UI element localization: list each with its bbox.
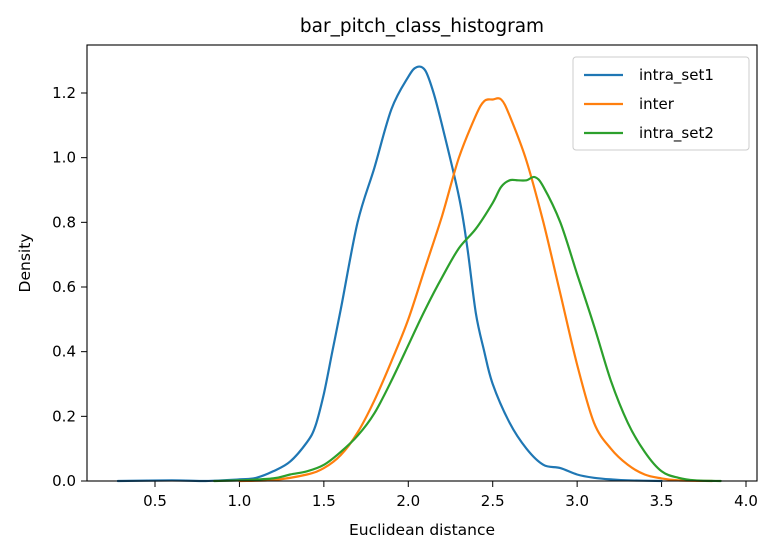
y-tick-label: 1.2 xyxy=(52,84,76,102)
x-tick-label: 2.0 xyxy=(396,492,420,510)
x-tick-label: 3.5 xyxy=(650,492,674,510)
legend-box xyxy=(572,56,750,151)
x-tick-label: 1.0 xyxy=(227,492,251,510)
plot-frame xyxy=(86,44,758,482)
chart-title: bar_pitch_class_histogram xyxy=(300,16,544,37)
y-tick-label: 1.0 xyxy=(52,149,76,167)
x-tick-label: 0.5 xyxy=(143,492,167,510)
y-tick-label: 0.0 xyxy=(52,472,76,490)
series-layer xyxy=(116,65,722,483)
y-axis-ticks: 0.0 0.2 0.4 0.6 0.8 1.0 1.2 xyxy=(52,84,87,490)
x-tick-label: 1.5 xyxy=(312,492,336,510)
series-line-intra_set1 xyxy=(116,65,663,483)
x-axis-ticks: 0.5 1.0 1.5 2.0 2.5 3.0 3.5 4.0 xyxy=(143,481,758,510)
x-tick-label: 3.0 xyxy=(565,492,589,510)
y-tick-label: 0.8 xyxy=(52,213,76,231)
y-axis-label: Density xyxy=(16,234,34,293)
legend-label: intra_set1 xyxy=(639,66,714,85)
x-tick-label: 2.5 xyxy=(481,492,505,510)
y-tick-label: 0.4 xyxy=(52,343,76,361)
x-tick-label: 4.0 xyxy=(734,492,758,510)
series-line-intra_set2 xyxy=(213,175,722,483)
y-tick-label: 0.6 xyxy=(52,278,76,296)
legend-label: intra_set2 xyxy=(639,124,714,143)
legend-label: inter xyxy=(639,95,675,113)
y-tick-label: 0.2 xyxy=(52,407,76,425)
x-axis-label: Euclidean distance xyxy=(349,521,495,539)
